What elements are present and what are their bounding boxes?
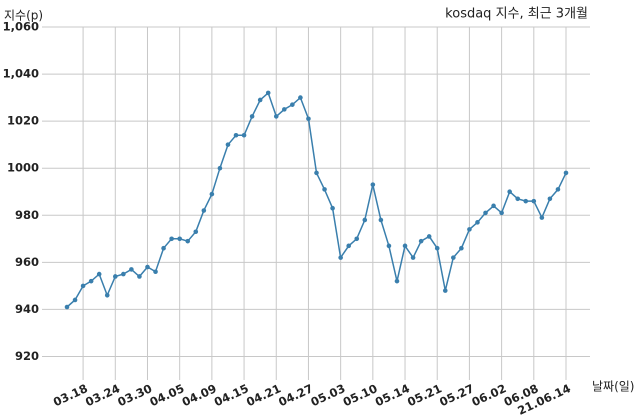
y-tick-label: 1,060 [3, 20, 39, 34]
point [475, 220, 480, 225]
point [442, 288, 448, 293]
point [217, 165, 223, 171]
point [539, 215, 545, 220]
point [185, 238, 191, 244]
point [112, 274, 118, 279]
point [298, 95, 303, 100]
point [491, 203, 496, 209]
point [394, 278, 400, 284]
y-tick-label: 980 [15, 208, 39, 222]
point [257, 97, 263, 103]
point [96, 271, 102, 277]
point [273, 114, 279, 119]
point [338, 255, 343, 260]
y-tick-label: 1000 [7, 161, 39, 175]
y-tick-label: 920 [15, 349, 39, 363]
point [282, 107, 287, 112]
point [418, 238, 424, 244]
x-axis-label: 날짜(일) [592, 380, 634, 394]
point [322, 187, 327, 192]
point [88, 278, 94, 284]
point [233, 132, 239, 138]
point [467, 227, 472, 232]
point [177, 236, 182, 242]
point [426, 234, 432, 239]
point [80, 283, 86, 289]
point [64, 304, 70, 310]
point [104, 292, 110, 298]
y-tick-label: 1020 [7, 114, 39, 128]
point [169, 236, 174, 242]
point [129, 267, 134, 272]
point [410, 255, 416, 260]
point [402, 243, 408, 249]
point [378, 217, 384, 223]
point [201, 208, 207, 213]
point [249, 114, 255, 119]
point [386, 243, 392, 249]
point [241, 132, 247, 138]
y-tick-label: 940 [15, 302, 39, 316]
point [72, 297, 78, 303]
point [515, 196, 521, 202]
point [507, 189, 512, 195]
point [459, 245, 464, 251]
point [370, 182, 376, 187]
point [354, 236, 360, 242]
point [483, 210, 488, 216]
point [145, 264, 150, 270]
y-tick-label: 960 [15, 255, 39, 269]
point [451, 255, 456, 260]
y-tick-label: 1,040 [3, 67, 39, 81]
point [555, 187, 561, 192]
point [563, 170, 569, 176]
point [209, 191, 215, 197]
point [193, 229, 199, 235]
point [434, 245, 440, 251]
point [330, 205, 335, 211]
point [523, 198, 529, 204]
point [153, 269, 158, 275]
point [314, 170, 319, 176]
point [346, 243, 351, 249]
y-axis-label: 지수(p) [4, 9, 43, 23]
point [161, 245, 166, 251]
point [531, 198, 537, 204]
point [137, 274, 142, 279]
point [362, 217, 368, 223]
chart-title: kosdaq 지수, 최근 3개월 [445, 7, 588, 22]
point [290, 102, 295, 107]
line [66, 91, 567, 308]
point [547, 196, 553, 202]
point [265, 90, 271, 96]
point [499, 210, 504, 216]
point [306, 116, 311, 122]
point [121, 271, 126, 277]
point [225, 142, 231, 147]
